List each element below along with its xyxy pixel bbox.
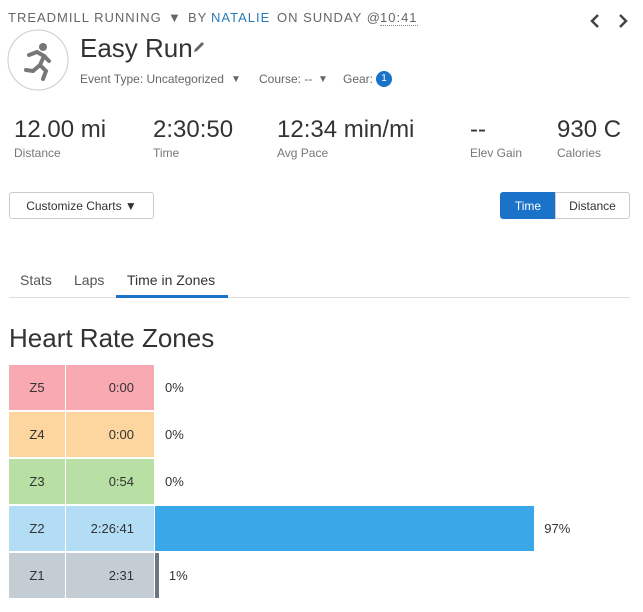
event-type[interactable]: Event Type: Uncategorized xyxy=(80,72,224,86)
tab-divider xyxy=(9,297,630,298)
gear: Gear: xyxy=(343,72,374,86)
zone-time-cell: 2:31 xyxy=(66,553,154,598)
start-time[interactable]: 10:41 xyxy=(380,10,418,26)
percent-label: 0% xyxy=(165,474,184,489)
cell-text: Z3 xyxy=(29,474,45,489)
stat-label: Time xyxy=(153,146,180,160)
athlete-link[interactable]: NATALIE xyxy=(211,10,271,25)
nav-arrows[interactable] xyxy=(588,12,632,30)
activity-type[interactable]: TREADMILL RUNNING xyxy=(8,10,162,25)
zone-cell: Z3 xyxy=(9,459,65,504)
cell-text: 0:54 xyxy=(108,474,134,489)
zone-cell: Z4 xyxy=(9,412,65,457)
tab-underline xyxy=(116,295,228,298)
caret[interactable]: ▼ xyxy=(168,10,182,25)
cell-text: Z2 xyxy=(29,521,45,536)
time-toggle[interactable]: Time xyxy=(500,192,556,219)
percent-label: 0% xyxy=(165,380,184,395)
zone-bar xyxy=(155,506,535,551)
gear-badge[interactable]: 1 xyxy=(376,71,392,87)
stat-value: 12:34 min/mi xyxy=(277,116,415,143)
activity-title[interactable]: Easy Run xyxy=(80,33,193,63)
stat-value: 12.00 mi xyxy=(14,116,107,143)
button-label: Customize Charts xyxy=(26,198,122,213)
zone-time-cell: 0:00 xyxy=(66,365,154,410)
customize-button[interactable]: Customize Charts ▼ xyxy=(9,192,154,219)
stat-value: 2:30:50 xyxy=(153,116,234,143)
activity-icon xyxy=(7,29,69,91)
edit-icon[interactable] xyxy=(193,41,205,53)
zone-time-cell: 0:00 xyxy=(66,412,154,457)
stat-label: Elev Gain xyxy=(470,146,523,160)
section-title: Heart Rate Zones xyxy=(9,323,215,353)
cell-text: 0:00 xyxy=(108,380,134,395)
stat-value: 930 C xyxy=(557,116,622,143)
by: BY xyxy=(188,10,208,25)
course[interactable]: Course: -- xyxy=(259,72,313,86)
caret[interactable]: ▼ xyxy=(231,74,241,85)
zone-cell: Z1 xyxy=(9,553,65,598)
zone-cell: Z2 xyxy=(9,506,65,551)
percent-label: 0% xyxy=(165,427,184,442)
zone-cell: Z5 xyxy=(9,365,65,410)
tab[interactable]: Stats xyxy=(20,272,52,288)
percent-label: 97% xyxy=(544,521,571,536)
tab-active[interactable]: Time in Zones xyxy=(127,272,216,288)
stat-label: Distance xyxy=(14,146,61,160)
zone-time-cell: 2:26:41 xyxy=(66,506,154,551)
stat-label: Calories xyxy=(557,146,602,160)
distance-toggle[interactable]: Distance xyxy=(555,192,630,219)
percent-label: 1% xyxy=(168,568,188,583)
cell-text: 0:00 xyxy=(108,427,134,442)
cell-text: Z5 xyxy=(29,380,45,395)
caret[interactable]: ▼ xyxy=(318,74,328,85)
zone-time-cell: 0:54 xyxy=(66,459,154,504)
tab[interactable]: Laps xyxy=(74,272,105,288)
cell-text: Z1 xyxy=(29,568,45,583)
cell-text: Z4 xyxy=(29,427,45,442)
cell-text: 2:26:41 xyxy=(90,521,134,536)
date: ON SUNDAY @ xyxy=(277,10,381,25)
cell-text: 2:31 xyxy=(108,568,134,583)
stat-value: -- xyxy=(470,116,486,143)
stat-label: Avg Pace xyxy=(277,146,329,160)
zone-bar xyxy=(155,553,159,598)
